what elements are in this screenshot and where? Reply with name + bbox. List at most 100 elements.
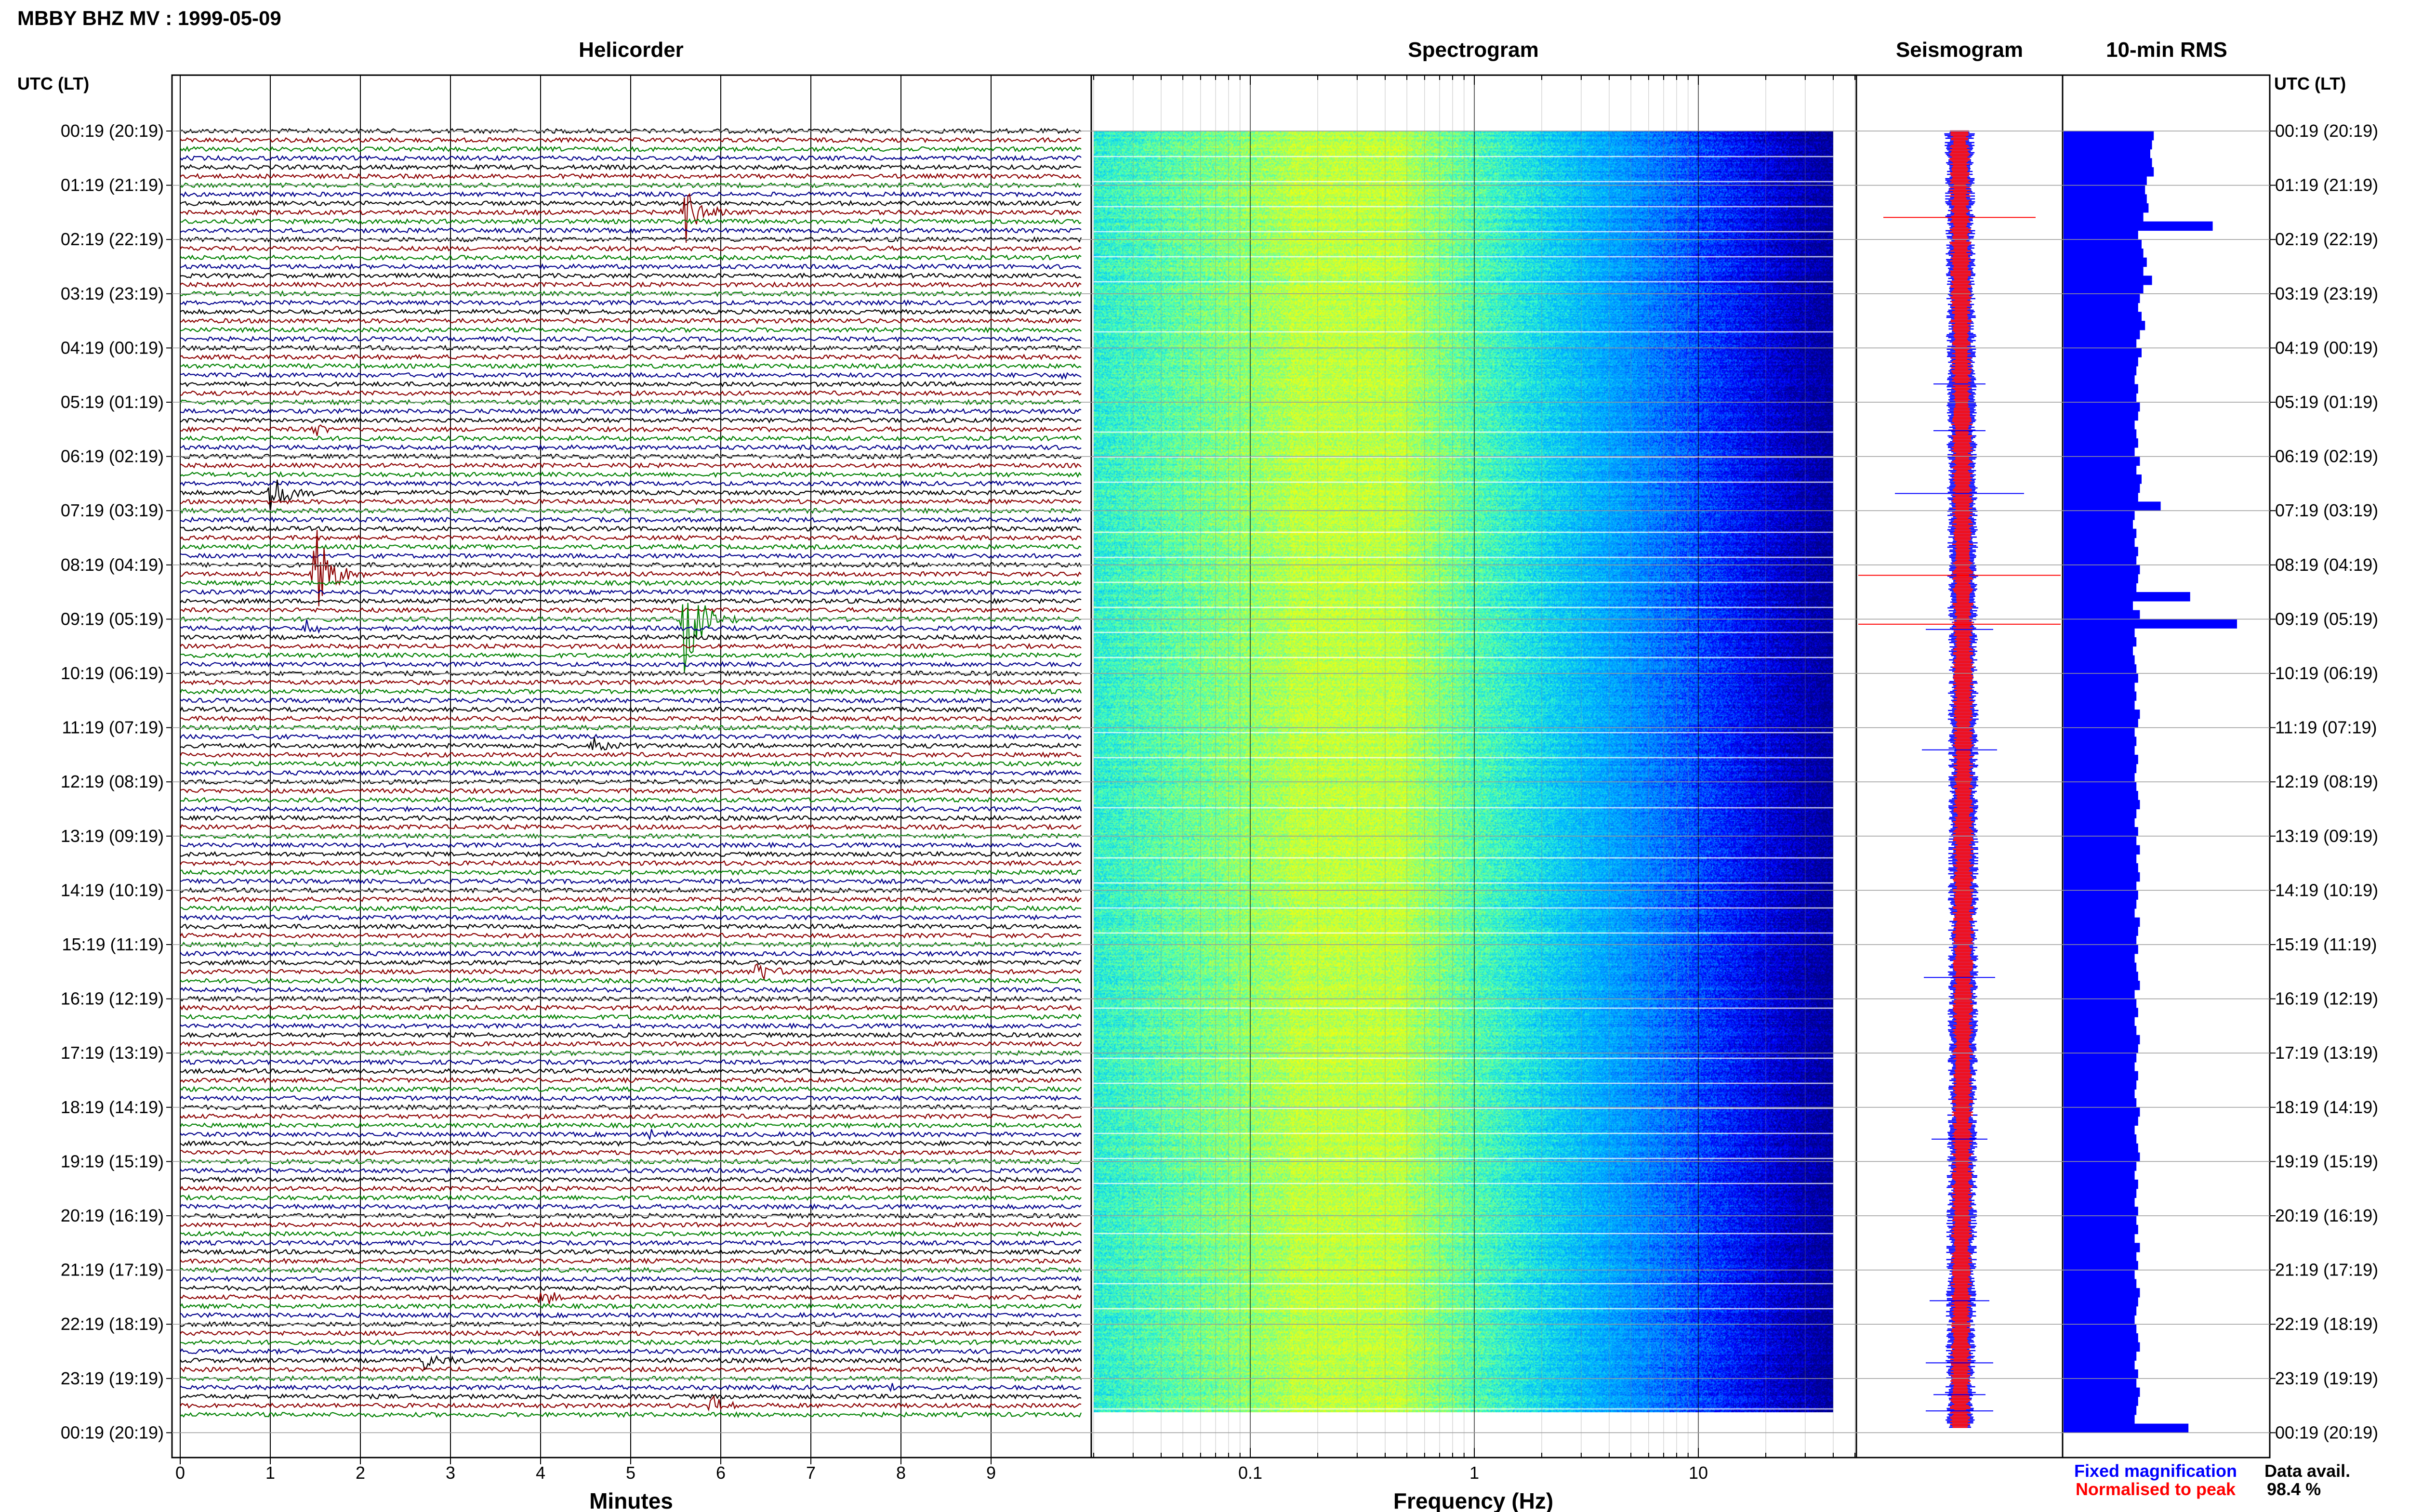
helicorder-trace-row [180,606,1081,614]
time-label-left: 14:19 (10:19) [61,880,164,900]
helicorder-trace-row [180,136,1082,144]
rms-bar [2064,673,2138,683]
helicorder-trace-row [180,193,1082,243]
rms-bar [2064,610,2140,619]
rms-bar [2064,1035,2140,1045]
rms-bar [2064,1369,2138,1379]
rms-bar [2064,583,2137,592]
rms-bar [2064,483,2140,493]
time-label-right: 06:19 (02:19) [2275,447,2378,466]
helicorder-trace-row [180,317,1082,325]
time-label-left: 11:19 (07:19) [62,718,164,737]
rms-bar [2064,302,2138,312]
time-label-left: 05:19 (01:19) [61,392,164,412]
helicorder-trace-row [180,1113,1082,1120]
helicorder-trace-row [180,579,1082,587]
time-labels-left: 00:19 (20:19) 01:19 (21:19) 02:19 (22:19) 0… [61,121,164,1442]
helicorder-trace-row [180,381,1082,388]
helicorder-trace-row [180,778,1082,786]
rms-bar [2064,1044,2138,1053]
helicorder-trace-row [180,417,1082,424]
helicorder-trace-row [180,1239,1082,1247]
rms-bar [2064,176,2147,186]
rms-bar [2064,619,2237,629]
helicorder-trace-row [180,1249,1082,1256]
time-label-right: 09:19 (05:19) [2275,609,2378,629]
rms-bar [2064,908,2135,918]
rms-bar [2064,1008,2138,1017]
spectrogram-tick-label: 10 [1689,1463,1708,1483]
helicorder-trace-row [180,434,1082,442]
rms-bar [2064,962,2137,972]
rms-bar [2064,1288,2140,1298]
rms-bar [2064,1179,2138,1189]
helicorder-xlabel: Minutes [589,1488,673,1512]
rms-bar [2064,492,2138,502]
rms-bar [2064,329,2140,340]
rms-bar [2064,1161,2137,1171]
time-label-right: 05:19 (01:19) [2275,392,2378,412]
rms-bar [2064,1207,2138,1216]
helicorder-tick-label: 2 [356,1463,365,1483]
rms-bar [2064,384,2138,394]
rms-bar [2064,465,2137,475]
rms-bar [2064,185,2145,195]
rms-bar [2064,1315,2135,1325]
left-time-header: UTC (LT) [17,74,89,93]
helicorder-trace-row [180,1257,1082,1265]
helicorder-trace-row [180,498,1082,505]
legend-normalised-to-peak: Normalised to peak [2076,1479,2236,1499]
rms-bar [2064,845,2140,855]
rms-bar [2064,556,2137,565]
helicorder-trace-row [180,543,1082,551]
helicorder-gridlines [180,75,992,1458]
rms-bar [2064,501,2161,511]
rms-bar [2064,1125,2135,1135]
rms-bar [2064,167,2154,177]
time-label-left: 00:19 (20:19) [61,121,164,141]
rms-bar [2064,1333,2138,1343]
right-time-header: UTC (LT) [2274,74,2346,93]
time-label-left: 00:19 (20:19) [61,1422,164,1442]
helicorder-trace-row [180,1149,1082,1156]
rms-bar [2064,655,2135,665]
helicorder-trace-row [179,823,1082,830]
time-label-left: 01:19 (21:19) [61,175,164,195]
helicorder-trace-row [180,634,1082,641]
helicorder-trace-row [180,1348,1082,1355]
helicorder-trace-row [180,424,1082,436]
rms-bar [2064,710,2140,719]
helicorder-trace-row [180,480,1082,487]
rms-bar [2064,1062,2135,1072]
time-label-left: 07:19 (03:19) [61,500,164,520]
rms-bar [2064,348,2142,357]
rms-bar [2064,854,2137,864]
rms-bar [2064,718,2138,728]
rms-bar [2064,1306,2137,1316]
rms-bar [2064,1360,2135,1370]
rms-bar [2064,972,2138,981]
rms-bar [2064,1080,2137,1090]
helicorder-trace-row [180,145,1082,153]
time-label-left: 15:19 (11:19) [62,934,164,954]
rms-bar [2064,1143,2138,1153]
helicorder-trace-row [180,941,1082,948]
helicorder-trace-row [180,1203,1082,1210]
rms-bar [2064,565,2140,575]
rms-bar [2064,339,2137,348]
helicorder-trace-row [180,923,1082,930]
helicorder-trace-row [180,1077,1082,1084]
helicorder-trace-row [180,652,1082,659]
helicorder-tick-label: 3 [446,1463,455,1483]
rms-bar [2064,221,2213,231]
rms-bar [2064,945,2138,954]
helicorder-trace-row [179,688,1082,695]
rms-bar [2064,474,2142,484]
time-label-right: 00:19 (20:19) [2275,121,2378,141]
helicorder-trace-row [180,1302,1082,1310]
rms-bar [2064,285,2144,294]
rms-bar [2064,140,2152,150]
rms-bar [2064,700,2135,710]
helicorder-trace-row [180,733,1082,740]
